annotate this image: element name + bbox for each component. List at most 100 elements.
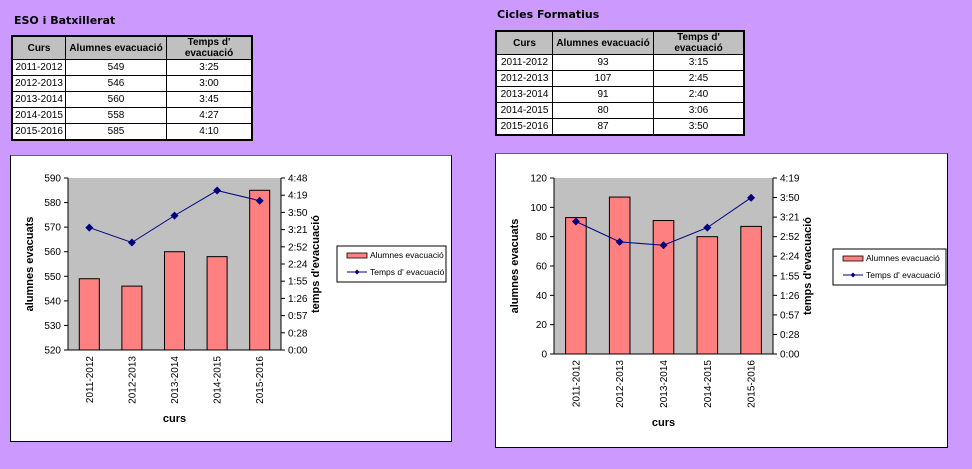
line-marker bbox=[703, 223, 712, 232]
y-tick-label-right: 1:55 bbox=[288, 277, 308, 288]
line-marker bbox=[747, 193, 756, 202]
table-row: 2012-2013 107 2:45 bbox=[495, 70, 745, 87]
y-tick-label-left: 550 bbox=[44, 272, 61, 283]
table-cicles: Curs Alumnes evacuació Temps d' evacuaci… bbox=[495, 30, 745, 136]
cell-temps: 3:50 bbox=[653, 118, 745, 136]
table-row: 2013-2014 560 3:45 bbox=[11, 91, 253, 108]
header-curs: Curs bbox=[495, 30, 553, 55]
table-row: 2011-2012 93 3:15 bbox=[495, 54, 745, 71]
chart-cicles: 0 20 40 60 80 100 120 0:00 0:28 0:57 1:26 1:55 2:24 2… bbox=[495, 153, 948, 448]
legend-box bbox=[336, 245, 447, 283]
chart-eso: 520 530 540 550 560 570 580 590 0:00 0:28 0:57 1:26… bbox=[10, 155, 452, 442]
y-tick-label-left: 560 bbox=[44, 247, 61, 258]
header-curs: Curs bbox=[11, 35, 66, 60]
section-title-cicles: Cicles Formatius bbox=[497, 8, 600, 21]
cell-temps: 3:25 bbox=[166, 59, 253, 76]
x-axis-title: curs bbox=[652, 417, 675, 429]
y-tick-label-right: 0:00 bbox=[780, 350, 800, 361]
cell-temps: 3:15 bbox=[653, 54, 745, 71]
cell-alumnes: 91 bbox=[552, 86, 654, 103]
cell-curs: 2014-2015 bbox=[495, 102, 553, 119]
x-tick-label: 2013-2014 bbox=[659, 360, 670, 408]
line-marker bbox=[615, 237, 624, 246]
cell-alumnes: 558 bbox=[65, 107, 167, 124]
cell-alumnes: 87 bbox=[552, 118, 654, 136]
y-tick-label-left: 590 bbox=[44, 174, 61, 185]
table-row: 2012-2013 546 3:00 bbox=[11, 75, 253, 92]
cell-curs: 2015-2016 bbox=[11, 123, 66, 141]
table-header-row: Curs Alumnes evacuació Temps d' evacuaci… bbox=[495, 30, 745, 55]
y-tick-label-right: 4:48 bbox=[288, 174, 308, 185]
line-marker bbox=[170, 211, 179, 220]
line-marker bbox=[659, 241, 668, 250]
table-row: 2015-2016 87 3:50 bbox=[495, 118, 745, 136]
cell-alumnes: 107 bbox=[552, 70, 654, 87]
y-tick-label-left: 40 bbox=[536, 291, 548, 302]
y-tick-label-left: 120 bbox=[530, 174, 547, 185]
bar bbox=[78, 278, 100, 351]
bar bbox=[740, 225, 762, 355]
cell-alumnes: 585 bbox=[65, 123, 167, 141]
cell-temps: 4:10 bbox=[166, 123, 253, 141]
y-axis-title-right: temps d'evacuació bbox=[802, 217, 814, 315]
y-tick-label-right: 0:28 bbox=[780, 330, 800, 341]
legend-label-alumnes: Alumnes evacuació bbox=[370, 250, 444, 260]
cell-curs: 2014-2015 bbox=[11, 107, 66, 124]
line-marker bbox=[85, 223, 94, 232]
y-tick-label-right: 3:21 bbox=[288, 225, 308, 236]
x-tick-label: 2015-2016 bbox=[255, 356, 266, 404]
x-tick-label: 2012-2013 bbox=[615, 360, 626, 408]
header-temps: Temps d' evacuació bbox=[653, 30, 745, 55]
cell-alumnes: 560 bbox=[65, 91, 167, 108]
legend-line-marker bbox=[354, 269, 360, 275]
bar bbox=[163, 251, 186, 351]
x-tick-label: 2011-2012 bbox=[571, 360, 582, 408]
table-header-row: Curs Alumnes evacuació Temps d' evacuaci… bbox=[11, 35, 253, 60]
y-tick-label-left: 530 bbox=[44, 321, 61, 332]
y-tick-label-right: 1:26 bbox=[780, 291, 800, 302]
table-row: 2015-2016 585 4:10 bbox=[11, 123, 253, 141]
y-tick-label-left: 80 bbox=[536, 232, 548, 243]
y-tick-label-left: 20 bbox=[536, 320, 548, 331]
table-row: 2014-2015 80 3:06 bbox=[495, 102, 745, 119]
y-tick-label-left: 540 bbox=[44, 296, 61, 307]
y-tick-label-right: 2:52 bbox=[288, 242, 308, 253]
y-tick-label-right: 3:21 bbox=[780, 213, 800, 224]
chart-cicles-svg: 0 20 40 60 80 100 120 0:00 0:28 0:57 1:26 1:55 2:24 2… bbox=[509, 174, 947, 429]
y-tick-label-right: 0:00 bbox=[288, 346, 308, 357]
y-tick-label-right: 3:50 bbox=[288, 208, 308, 219]
y-tick-label-left: 580 bbox=[44, 198, 61, 209]
cell-curs: 2015-2016 bbox=[495, 118, 553, 136]
cell-temps: 2:45 bbox=[653, 70, 745, 87]
legend-bar-swatch bbox=[842, 255, 864, 262]
legend-label-alumnes: Alumnes evacuació bbox=[866, 253, 940, 263]
y-tick-label-right: 2:52 bbox=[780, 232, 800, 243]
cell-curs: 2012-2013 bbox=[495, 70, 553, 87]
cell-alumnes: 546 bbox=[65, 75, 167, 92]
legend-label-temps: Temps d' evacuació bbox=[370, 267, 445, 277]
cell-curs: 2013-2014 bbox=[495, 86, 553, 103]
cell-curs: 2012-2013 bbox=[11, 75, 66, 92]
legend-bar-swatch bbox=[346, 252, 368, 259]
header-alumnes: Alumnes evacuació bbox=[552, 30, 654, 55]
cell-curs: 2011-2012 bbox=[11, 59, 66, 76]
y-tick-label-right: 4:19 bbox=[780, 174, 800, 185]
x-tick-label: 2014-2015 bbox=[213, 356, 224, 404]
table-row: 2013-2014 91 2:40 bbox=[495, 86, 745, 103]
bar bbox=[608, 196, 631, 355]
bar bbox=[652, 220, 675, 355]
bar bbox=[696, 236, 719, 355]
y-tick-label-left: 60 bbox=[536, 262, 548, 273]
cell-curs: 2013-2014 bbox=[11, 91, 66, 108]
x-tick-label: 2014-2015 bbox=[703, 360, 714, 408]
cell-temps: 2:40 bbox=[653, 86, 745, 103]
y-axis-title-left: alumnes evacuats bbox=[509, 219, 521, 314]
header-temps: Temps d' evacuació bbox=[166, 35, 253, 60]
line-marker bbox=[571, 217, 580, 226]
y-axis-title-left: alumnes evacuats bbox=[24, 217, 36, 312]
cell-alumnes: 93 bbox=[552, 54, 654, 71]
cell-temps: 4:27 bbox=[166, 107, 253, 124]
y-axis-title-right: temps d'evacuació bbox=[310, 215, 322, 313]
legend-box bbox=[832, 248, 947, 286]
y-tick-label-left: 0 bbox=[541, 350, 547, 361]
